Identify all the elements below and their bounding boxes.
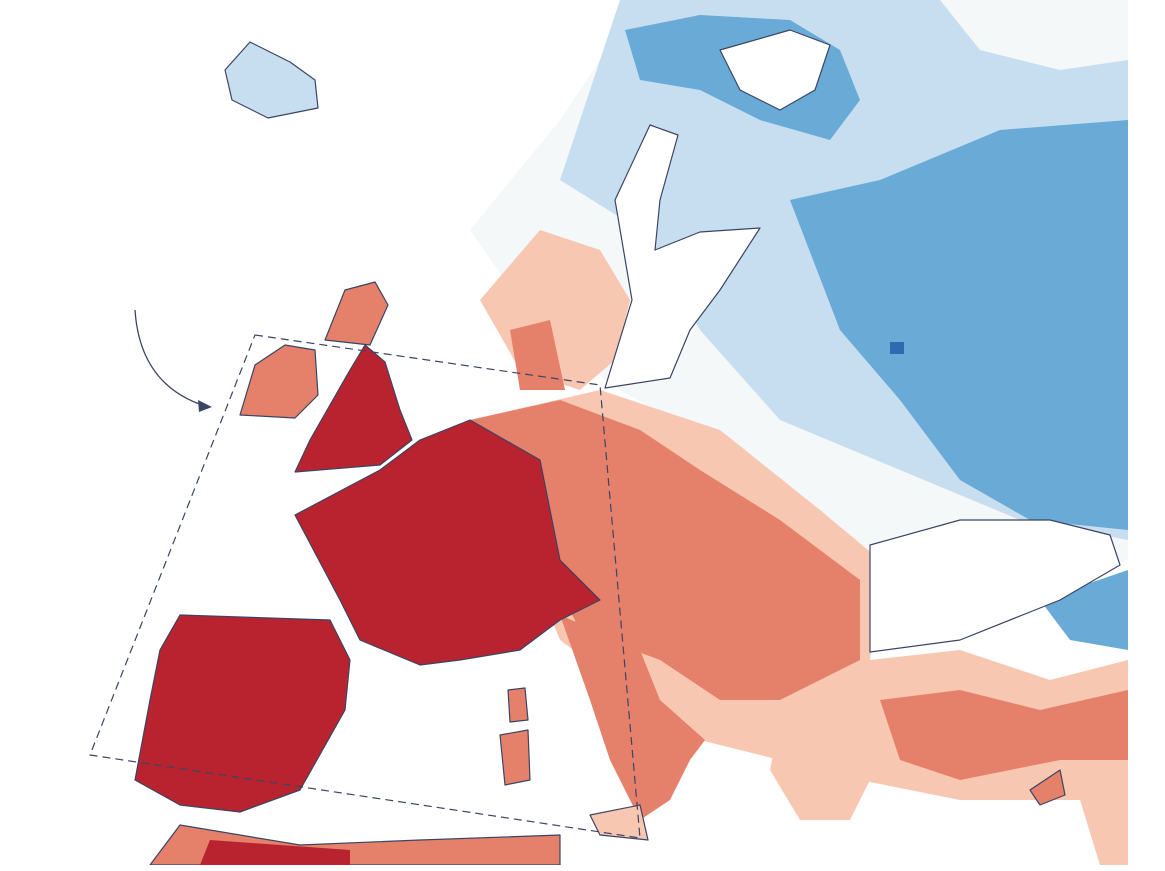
island-sardinia <box>499 729 531 786</box>
island-corsica <box>507 687 529 723</box>
sea-white <box>719 29 831 111</box>
region-mid-red <box>470 400 860 700</box>
island-cyprus <box>1029 769 1066 806</box>
arrow-head <box>198 400 212 412</box>
region-iberia <box>134 614 351 813</box>
region-mid-blue <box>790 120 1128 530</box>
region-mid-blue-caucasus <box>1040 570 1128 650</box>
region-scotland <box>324 281 389 346</box>
arrow <box>134 309 206 407</box>
island-sicily <box>589 804 649 841</box>
region-greece <box>770 700 880 820</box>
study-area-box <box>89 334 641 839</box>
region-mid-red-turkey <box>880 690 1128 780</box>
region-britain <box>294 344 413 473</box>
region-ireland <box>239 344 319 419</box>
region-neutral-ne <box>940 0 1128 70</box>
region-italy <box>560 615 705 820</box>
region-denmark <box>510 320 565 390</box>
region-dark-blue <box>890 342 904 354</box>
margin-right <box>1128 0 1165 871</box>
margin-bottom <box>0 865 1165 871</box>
region-france <box>294 419 601 666</box>
sea-baltic <box>604 124 761 389</box>
region-north-africa-dark <box>200 840 350 865</box>
island-iceland <box>224 41 319 119</box>
sea-black <box>869 519 1121 653</box>
